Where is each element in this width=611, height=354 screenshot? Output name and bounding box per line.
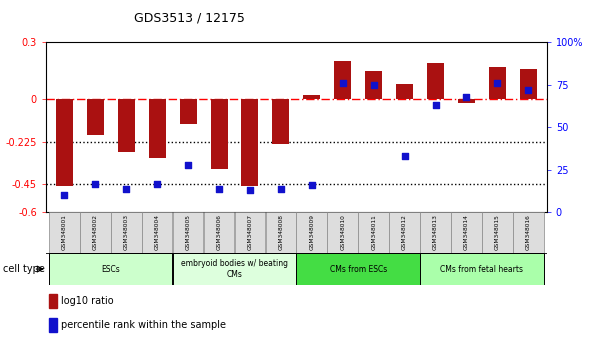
Bar: [365, 71, 382, 99]
Bar: [148, 99, 166, 158]
Text: GSM348011: GSM348011: [371, 214, 376, 250]
Point: [214, 186, 224, 192]
Point: [152, 181, 162, 186]
Text: GSM348012: GSM348012: [402, 214, 407, 250]
Bar: [451, 212, 481, 253]
Bar: [520, 69, 537, 99]
Bar: [296, 212, 327, 253]
Bar: [49, 294, 57, 308]
Bar: [203, 212, 235, 253]
Bar: [513, 212, 544, 253]
Bar: [49, 212, 79, 253]
Text: CMs from ESCs: CMs from ESCs: [329, 264, 387, 274]
Bar: [273, 99, 290, 144]
Bar: [235, 212, 265, 253]
Text: percentile rank within the sample: percentile rank within the sample: [62, 320, 227, 330]
Bar: [173, 212, 203, 253]
Point: [369, 82, 379, 88]
Bar: [118, 99, 135, 152]
Text: GSM348016: GSM348016: [526, 214, 531, 250]
Point: [492, 80, 502, 86]
Text: GDS3513 / 12175: GDS3513 / 12175: [134, 12, 245, 25]
Point: [400, 154, 409, 159]
Text: GSM348015: GSM348015: [495, 214, 500, 250]
Bar: [173, 253, 296, 285]
Point: [461, 94, 471, 100]
Text: CMs from fetal hearts: CMs from fetal hearts: [441, 264, 524, 274]
Bar: [80, 212, 111, 253]
Text: GSM348001: GSM348001: [62, 214, 67, 250]
Point: [59, 193, 69, 198]
Text: GSM348005: GSM348005: [186, 214, 191, 250]
Bar: [303, 95, 320, 99]
Bar: [358, 212, 389, 253]
Point: [183, 162, 193, 168]
Point: [338, 80, 348, 86]
Text: log10 ratio: log10 ratio: [62, 296, 114, 306]
Bar: [266, 212, 296, 253]
Text: GSM348004: GSM348004: [155, 214, 159, 250]
Text: GSM348010: GSM348010: [340, 214, 345, 250]
Point: [245, 188, 255, 193]
Bar: [49, 253, 172, 285]
Text: GSM348006: GSM348006: [216, 214, 222, 250]
Bar: [482, 212, 513, 253]
Text: GSM348014: GSM348014: [464, 214, 469, 250]
Bar: [489, 67, 506, 99]
Bar: [420, 253, 544, 285]
Bar: [327, 212, 358, 253]
Bar: [111, 212, 142, 253]
Bar: [56, 99, 73, 186]
Bar: [396, 84, 413, 99]
Point: [90, 181, 100, 186]
Text: GSM348003: GSM348003: [124, 214, 129, 250]
Bar: [142, 212, 172, 253]
Text: ESCs: ESCs: [101, 264, 120, 274]
Bar: [458, 99, 475, 103]
Text: GSM348007: GSM348007: [247, 214, 252, 250]
Bar: [241, 99, 258, 186]
Text: embryoid bodies w/ beating
CMs: embryoid bodies w/ beating CMs: [181, 259, 288, 279]
Text: GSM348009: GSM348009: [309, 214, 314, 250]
Bar: [49, 319, 57, 332]
Bar: [296, 253, 420, 285]
Bar: [420, 212, 451, 253]
Text: GSM348008: GSM348008: [279, 214, 284, 250]
Point: [122, 186, 131, 192]
Bar: [389, 212, 420, 253]
Bar: [87, 99, 104, 135]
Bar: [427, 63, 444, 99]
Point: [431, 103, 441, 108]
Point: [307, 182, 316, 188]
Point: [276, 186, 286, 192]
Bar: [334, 61, 351, 99]
Text: GSM348013: GSM348013: [433, 214, 438, 250]
Text: GSM348002: GSM348002: [93, 214, 98, 250]
Bar: [211, 99, 227, 169]
Point: [524, 87, 533, 93]
Bar: [180, 99, 197, 124]
Text: cell type: cell type: [3, 264, 45, 274]
